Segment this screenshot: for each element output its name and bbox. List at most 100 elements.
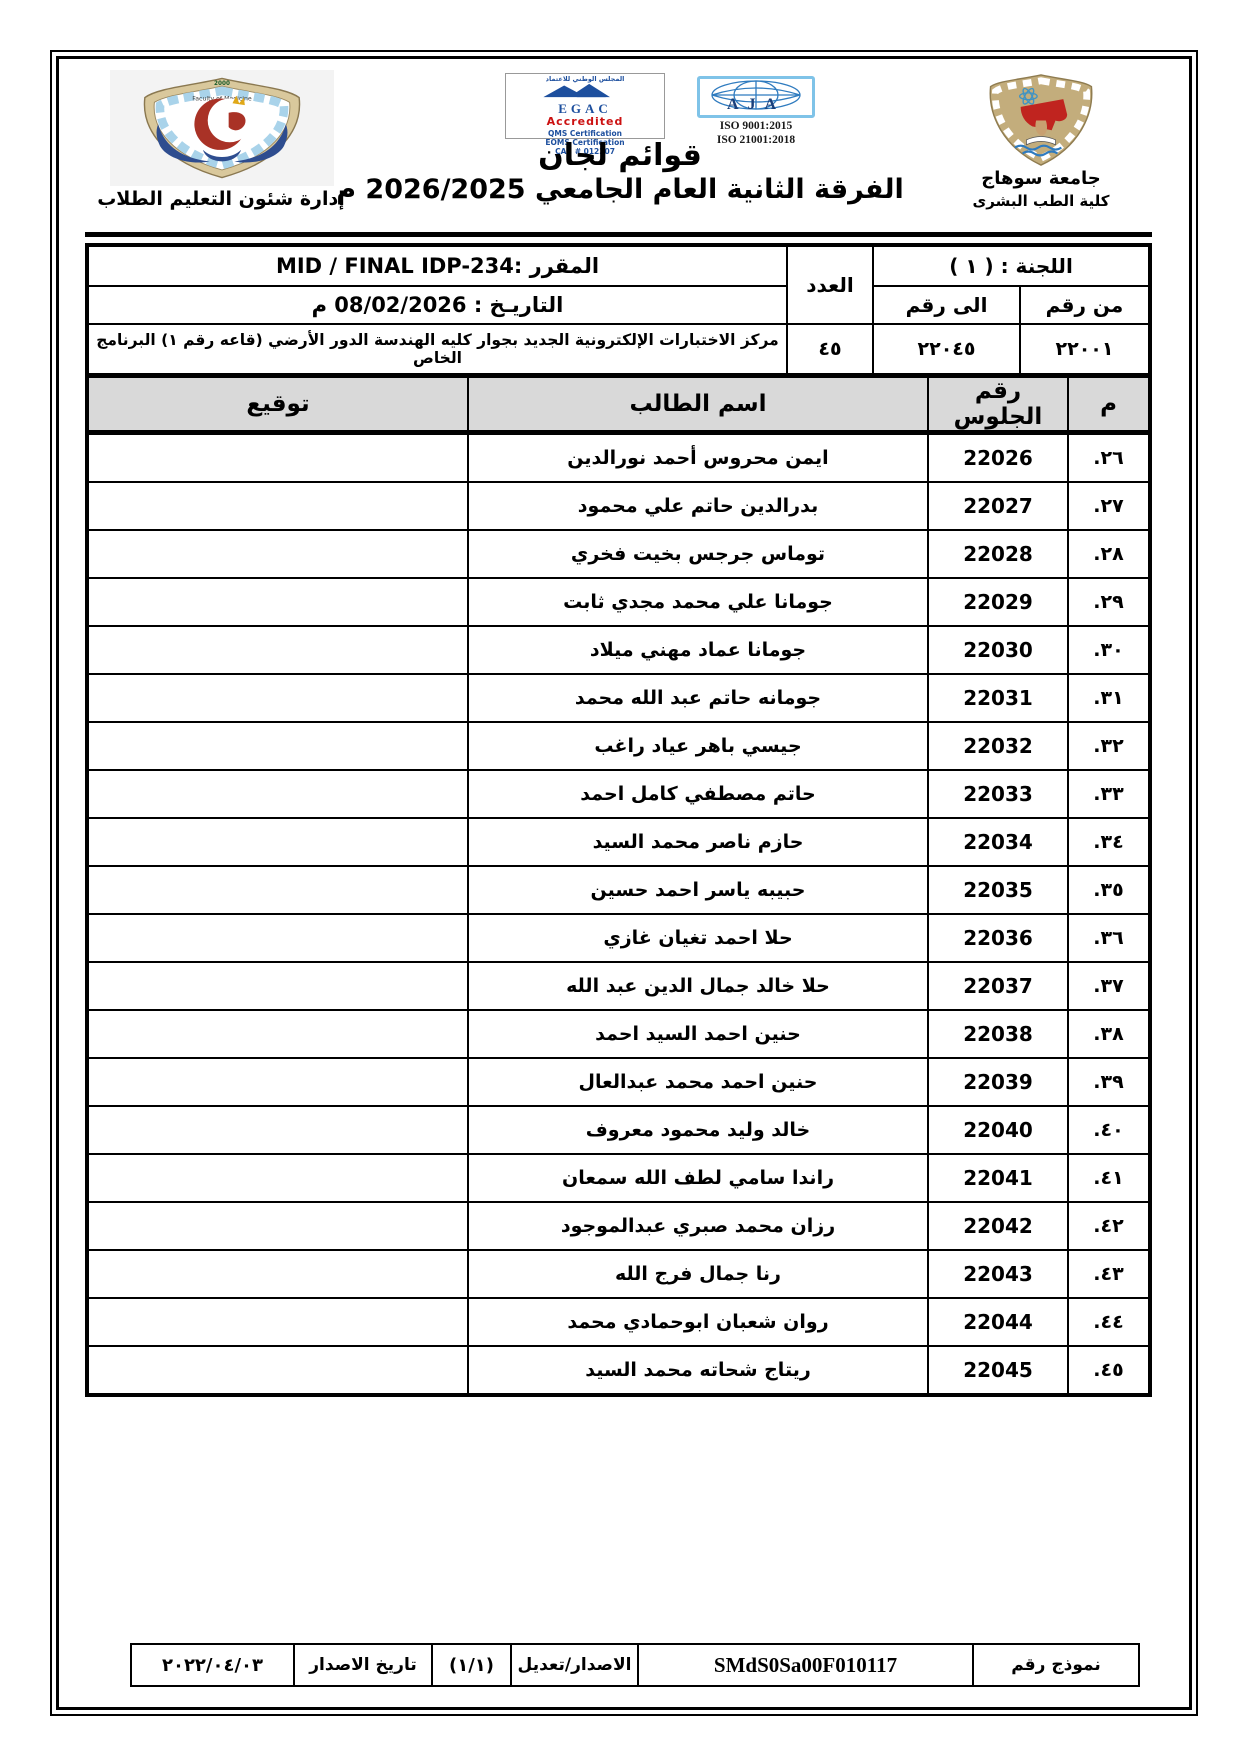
date-value: 08/02/2026 م bbox=[311, 293, 467, 317]
table-row: ٤٤. 22044 روان شعبان ابوحمادي محمد bbox=[86, 1297, 1151, 1347]
egac-cert-line: CAB # 012207 bbox=[555, 147, 615, 157]
row-serial: ٤٢. bbox=[1067, 1201, 1151, 1251]
signature-column-header: توقيع bbox=[86, 374, 469, 435]
row-name: حبيبه ياسر احمد حسين bbox=[467, 865, 929, 915]
row-signature bbox=[86, 769, 469, 819]
students-table-body: ٢٦. 22026 ايمن محروس أحمد نورالدين ٢٧. 2… bbox=[86, 431, 1151, 1396]
from-number-label: من رقم bbox=[1019, 285, 1151, 325]
students-table-header-row: م رقم الجلوس اسم الطالب توقيع bbox=[86, 374, 1151, 435]
row-serial: ٣٩. bbox=[1067, 1057, 1151, 1107]
row-name: خالد وليد محمود معروف bbox=[467, 1105, 929, 1155]
egac-name: EGAC bbox=[558, 100, 612, 116]
form-number-label: نموذج رقم bbox=[972, 1643, 1140, 1687]
issue-label: الاصدار/تعديل bbox=[510, 1643, 639, 1687]
row-name: جومانه حاتم عبد الله محمد bbox=[467, 673, 929, 723]
table-row: ٢٧. 22027 بدرالدين حاتم علي محمود bbox=[86, 481, 1151, 531]
row-name: بدرالدين حاتم علي محمود bbox=[467, 481, 929, 531]
row-signature bbox=[86, 529, 469, 579]
to-number-label: الى رقم bbox=[872, 285, 1021, 325]
row-signature bbox=[86, 913, 469, 963]
page-border-inner bbox=[56, 56, 1192, 1710]
row-signature bbox=[86, 1249, 469, 1299]
document-subtitle: الفرقة الثانية العام الجامعي 2026/2025 م bbox=[336, 174, 904, 205]
row-name: حنين احمد السيد احمد bbox=[467, 1009, 929, 1059]
iso-line: ISO 21001:2018 bbox=[716, 133, 796, 146]
row-name: جومانا عماد مهني ميلاد bbox=[467, 625, 929, 675]
row-name: روان شعبان ابوحمادي محمد bbox=[467, 1297, 929, 1347]
course-cell: المقرر :MID / FINAL IDP-234 bbox=[86, 244, 788, 287]
form-footer-table: نموذج رقم SMdS0Sa00F010117 الاصدار/تعديل… bbox=[130, 1643, 1140, 1687]
row-seat: 22044 bbox=[927, 1297, 1069, 1347]
row-name: ريتاج شحاته محمد السيد bbox=[467, 1345, 929, 1396]
course-label: المقرر : bbox=[513, 254, 600, 278]
row-serial: ٣٠. bbox=[1067, 625, 1151, 675]
course-value: MID / FINAL IDP-234 bbox=[275, 254, 514, 278]
egac-cert-line: QMS Certification bbox=[547, 128, 622, 138]
sohag-university-logo-icon bbox=[978, 72, 1104, 173]
table-row: ٣٩. 22039 حنين احمد محمد عبدالعال bbox=[86, 1057, 1151, 1107]
row-name: ايمن محروس أحمد نورالدين bbox=[467, 431, 929, 483]
row-name: حلا خالد جمال الدين عبد الله bbox=[467, 961, 929, 1011]
table-row: ٣٢. 22032 جيسي باهر عياد راغب bbox=[86, 721, 1151, 771]
row-serial: ٢٨. bbox=[1067, 529, 1151, 579]
table-row: ٣٨. 22038 حنين احمد السيد احمد bbox=[86, 1009, 1151, 1059]
row-name: رنا جمال فرج الله bbox=[467, 1249, 929, 1299]
row-seat: 22043 bbox=[927, 1249, 1069, 1299]
row-seat: 22029 bbox=[927, 577, 1069, 627]
row-serial: ٣٧. bbox=[1067, 961, 1151, 1011]
committee-cell: اللجنة : ( ١ ) bbox=[872, 244, 1151, 287]
row-signature bbox=[86, 1009, 469, 1059]
table-row: ٤٣. 22043 رنا جمال فرج الله bbox=[86, 1249, 1151, 1299]
students-table: م رقم الجلوس اسم الطالب توقيع ٢٦. 22026 … bbox=[85, 373, 1152, 1397]
row-name: جيسي باهر عياد راغب bbox=[467, 721, 929, 771]
row-seat: 22030 bbox=[927, 625, 1069, 675]
issue-value: (١/١) bbox=[431, 1643, 512, 1687]
table-row: ٣٦. 22036 حلا احمد تغيان غازي bbox=[86, 913, 1151, 963]
row-serial: ٤٤. bbox=[1067, 1297, 1151, 1347]
issue-date-label: تاريخ الاصدار bbox=[293, 1643, 433, 1687]
row-seat: 22033 bbox=[927, 769, 1069, 819]
table-row: ٣١. 22031 جومانه حاتم عبد الله محمد bbox=[86, 673, 1151, 723]
table-row: ٣٣. 22033 حاتم مصطفي كامل احمد bbox=[86, 769, 1151, 819]
table-row: ٢٩. 22029 جومانا علي محمد مجدي ثابت bbox=[86, 577, 1151, 627]
row-seat: 22035 bbox=[927, 865, 1069, 915]
row-signature bbox=[86, 481, 469, 531]
row-serial: ٣٢. bbox=[1067, 721, 1151, 771]
row-signature bbox=[86, 625, 469, 675]
serial-column-header: م bbox=[1067, 374, 1151, 435]
row-name: حازم ناصر محمد السيد bbox=[467, 817, 929, 867]
header-divider bbox=[85, 232, 1152, 237]
egac-mountains-icon bbox=[543, 83, 610, 97]
to-number-value: ٢٢٠٤٥ bbox=[872, 323, 1021, 376]
aja-name: AJA bbox=[726, 96, 786, 113]
egac-cert-line: EOMS Certification bbox=[545, 137, 625, 147]
row-seat: 22026 bbox=[927, 431, 1069, 483]
table-row: ٣٠. 22030 جومانا عماد مهني ميلاد bbox=[86, 625, 1151, 675]
table-row: ٢٨. 22028 توماس جرجس بخيت فخري bbox=[86, 529, 1151, 579]
row-name: راندا سامي لطف الله سمعان bbox=[467, 1153, 929, 1203]
table-row: ٣٥. 22035 حبيبه ياسر احمد حسين bbox=[86, 865, 1151, 915]
form-number-value: SMdS0Sa00F010117 bbox=[637, 1643, 974, 1687]
egac-arabic-line: المجلس الوطني للاعتماد bbox=[545, 75, 625, 83]
row-seat: 22032 bbox=[927, 721, 1069, 771]
table-row: ٣٤. 22034 حازم ناصر محمد السيد bbox=[86, 817, 1151, 867]
row-seat: 22039 bbox=[927, 1057, 1069, 1107]
row-seat: 22034 bbox=[927, 817, 1069, 867]
row-signature bbox=[86, 961, 469, 1011]
table-row: ٤٥. 22045 ريتاج شحاته محمد السيد bbox=[86, 1345, 1151, 1396]
row-name: رزان محمد صبري عبدالموجود bbox=[467, 1201, 929, 1251]
faculty-of-medicine-logo-icon: 2000 Faculty of Medicine bbox=[143, 77, 301, 179]
row-serial: ٢٦. bbox=[1067, 431, 1151, 483]
row-serial: ٣٤. bbox=[1067, 817, 1151, 867]
row-signature bbox=[86, 721, 469, 771]
row-serial: ٢٩. bbox=[1067, 577, 1151, 627]
row-serial: ٢٧. bbox=[1067, 481, 1151, 531]
row-seat: 22027 bbox=[927, 481, 1069, 531]
count-label-cell: العدد bbox=[786, 244, 874, 325]
row-signature bbox=[86, 865, 469, 915]
row-signature bbox=[86, 817, 469, 867]
department-caption: إدارة شئون التعليم الطلاب bbox=[97, 188, 345, 210]
date-cell: التاريـخ : 08/02/2026 م bbox=[86, 285, 788, 325]
row-seat: 22045 bbox=[927, 1345, 1069, 1396]
